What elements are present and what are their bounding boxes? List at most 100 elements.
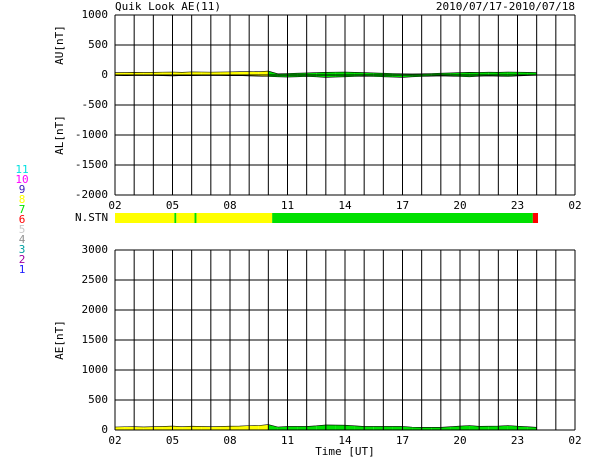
ae-fill	[479, 426, 489, 430]
y-tick-label: 0	[101, 68, 108, 81]
ae-fill	[297, 426, 307, 430]
y-tick-label: 2500	[82, 273, 109, 286]
legend-entry: 1	[19, 263, 26, 276]
ae-fill	[354, 425, 365, 430]
au-al-fill	[498, 72, 508, 77]
ae-fill	[431, 427, 441, 430]
station-segment	[174, 213, 177, 223]
x-tick-label: 02	[108, 434, 121, 447]
au-al-fill	[345, 72, 355, 77]
x-tick-label: 02	[568, 434, 581, 447]
ae-fill	[153, 426, 163, 430]
x-tick-label: 02	[108, 199, 121, 212]
x-tick-label: 14	[338, 434, 352, 447]
ae-fill	[392, 426, 403, 430]
y-axis-label: AU[nT]	[53, 25, 66, 65]
date-range: 2010/07/17-2010/07/18	[436, 0, 575, 13]
ae-fill	[220, 426, 230, 430]
au-al-fill	[488, 72, 499, 77]
ae-fill	[469, 425, 480, 430]
y-tick-label: 2000	[82, 303, 109, 316]
station-segment	[115, 213, 175, 223]
y-tick-label: 1000	[82, 8, 109, 21]
x-tick-label: 17	[396, 199, 409, 212]
x-tick-label: 14	[338, 199, 352, 212]
x-tick-label: 11	[281, 199, 294, 212]
ae-fill	[210, 426, 221, 430]
ae-fill	[488, 426, 499, 430]
ae-fill	[201, 426, 211, 430]
legend-entry: 10	[15, 173, 28, 186]
x-tick-label: 05	[166, 434, 179, 447]
x-tick-label: 23	[511, 199, 524, 212]
ae-fill	[402, 426, 413, 430]
ae-fill	[124, 426, 135, 430]
ae-fill	[306, 425, 317, 430]
y-tick-label: -1000	[75, 128, 108, 141]
ae-fill	[172, 426, 183, 430]
y-tick-label: 1500	[82, 333, 109, 346]
station-label: N.STN	[75, 211, 108, 224]
ae-fill	[143, 426, 154, 430]
station-segment	[176, 213, 195, 223]
station-segment	[272, 213, 533, 223]
legend-entry: 3	[19, 243, 26, 256]
ae-fill	[383, 426, 393, 430]
x-tick-label: 11	[281, 434, 294, 447]
y-tick-label: 1000	[82, 363, 109, 376]
legend-entry: 5	[19, 223, 26, 236]
ae-fill	[268, 424, 278, 430]
y-axis-label: AE[nT]	[53, 320, 66, 360]
station-segment	[196, 213, 273, 223]
y-tick-label: 500	[88, 38, 108, 51]
x-tick-label: 17	[396, 434, 409, 447]
ae-fill	[325, 424, 336, 430]
ae-fill	[162, 426, 173, 430]
legend-entry: 8	[19, 193, 26, 206]
x-tick-label: 02	[568, 199, 581, 212]
legend-entry: 4	[19, 233, 26, 246]
ae-fill	[450, 426, 460, 430]
ae-fill	[115, 426, 125, 430]
ae-fill	[498, 425, 508, 430]
x-tick-label: 23	[511, 434, 524, 447]
ae-fill	[460, 425, 470, 430]
y-tick-label: -500	[82, 98, 109, 111]
x-tick-label: 08	[223, 434, 236, 447]
au-al-fill	[268, 71, 278, 77]
ae-fill	[412, 427, 422, 430]
ae-fill	[239, 425, 250, 430]
ae-fill	[230, 426, 240, 430]
ae-fill	[191, 426, 202, 430]
y-tick-label: 500	[88, 393, 108, 406]
x-tick-label: 08	[223, 199, 236, 212]
au-al-fill	[479, 72, 489, 77]
y-tick-label: -2000	[75, 188, 108, 201]
ae-fill	[134, 426, 144, 430]
station-segment	[532, 213, 539, 223]
x-axis-label: Time [UT]	[315, 445, 375, 458]
ae-fill	[287, 426, 298, 430]
legend-entry: 2	[19, 253, 26, 266]
legend-entry: 11	[15, 163, 28, 176]
ae-fill	[440, 426, 451, 430]
x-tick-label: 20	[453, 199, 466, 212]
y-tick-label: 0	[101, 423, 108, 436]
y-tick-label: -1500	[75, 158, 108, 171]
station-segment	[194, 213, 197, 223]
x-tick-label: 05	[166, 199, 179, 212]
ae-fill	[421, 427, 432, 430]
legend-entry: 7	[19, 203, 26, 216]
ae-fill	[345, 425, 355, 430]
ae-fill	[517, 426, 528, 430]
ae-fill	[249, 425, 259, 430]
y-tick-label: 3000	[82, 243, 109, 256]
ae-fill	[373, 426, 384, 430]
ae-fill	[364, 426, 374, 430]
legend-entry: 6	[19, 213, 26, 226]
au-al-fill	[354, 72, 365, 77]
ae-fill	[258, 424, 269, 430]
y-axis-label: AL[nT]	[53, 115, 66, 155]
legend-entry: 9	[19, 183, 26, 196]
